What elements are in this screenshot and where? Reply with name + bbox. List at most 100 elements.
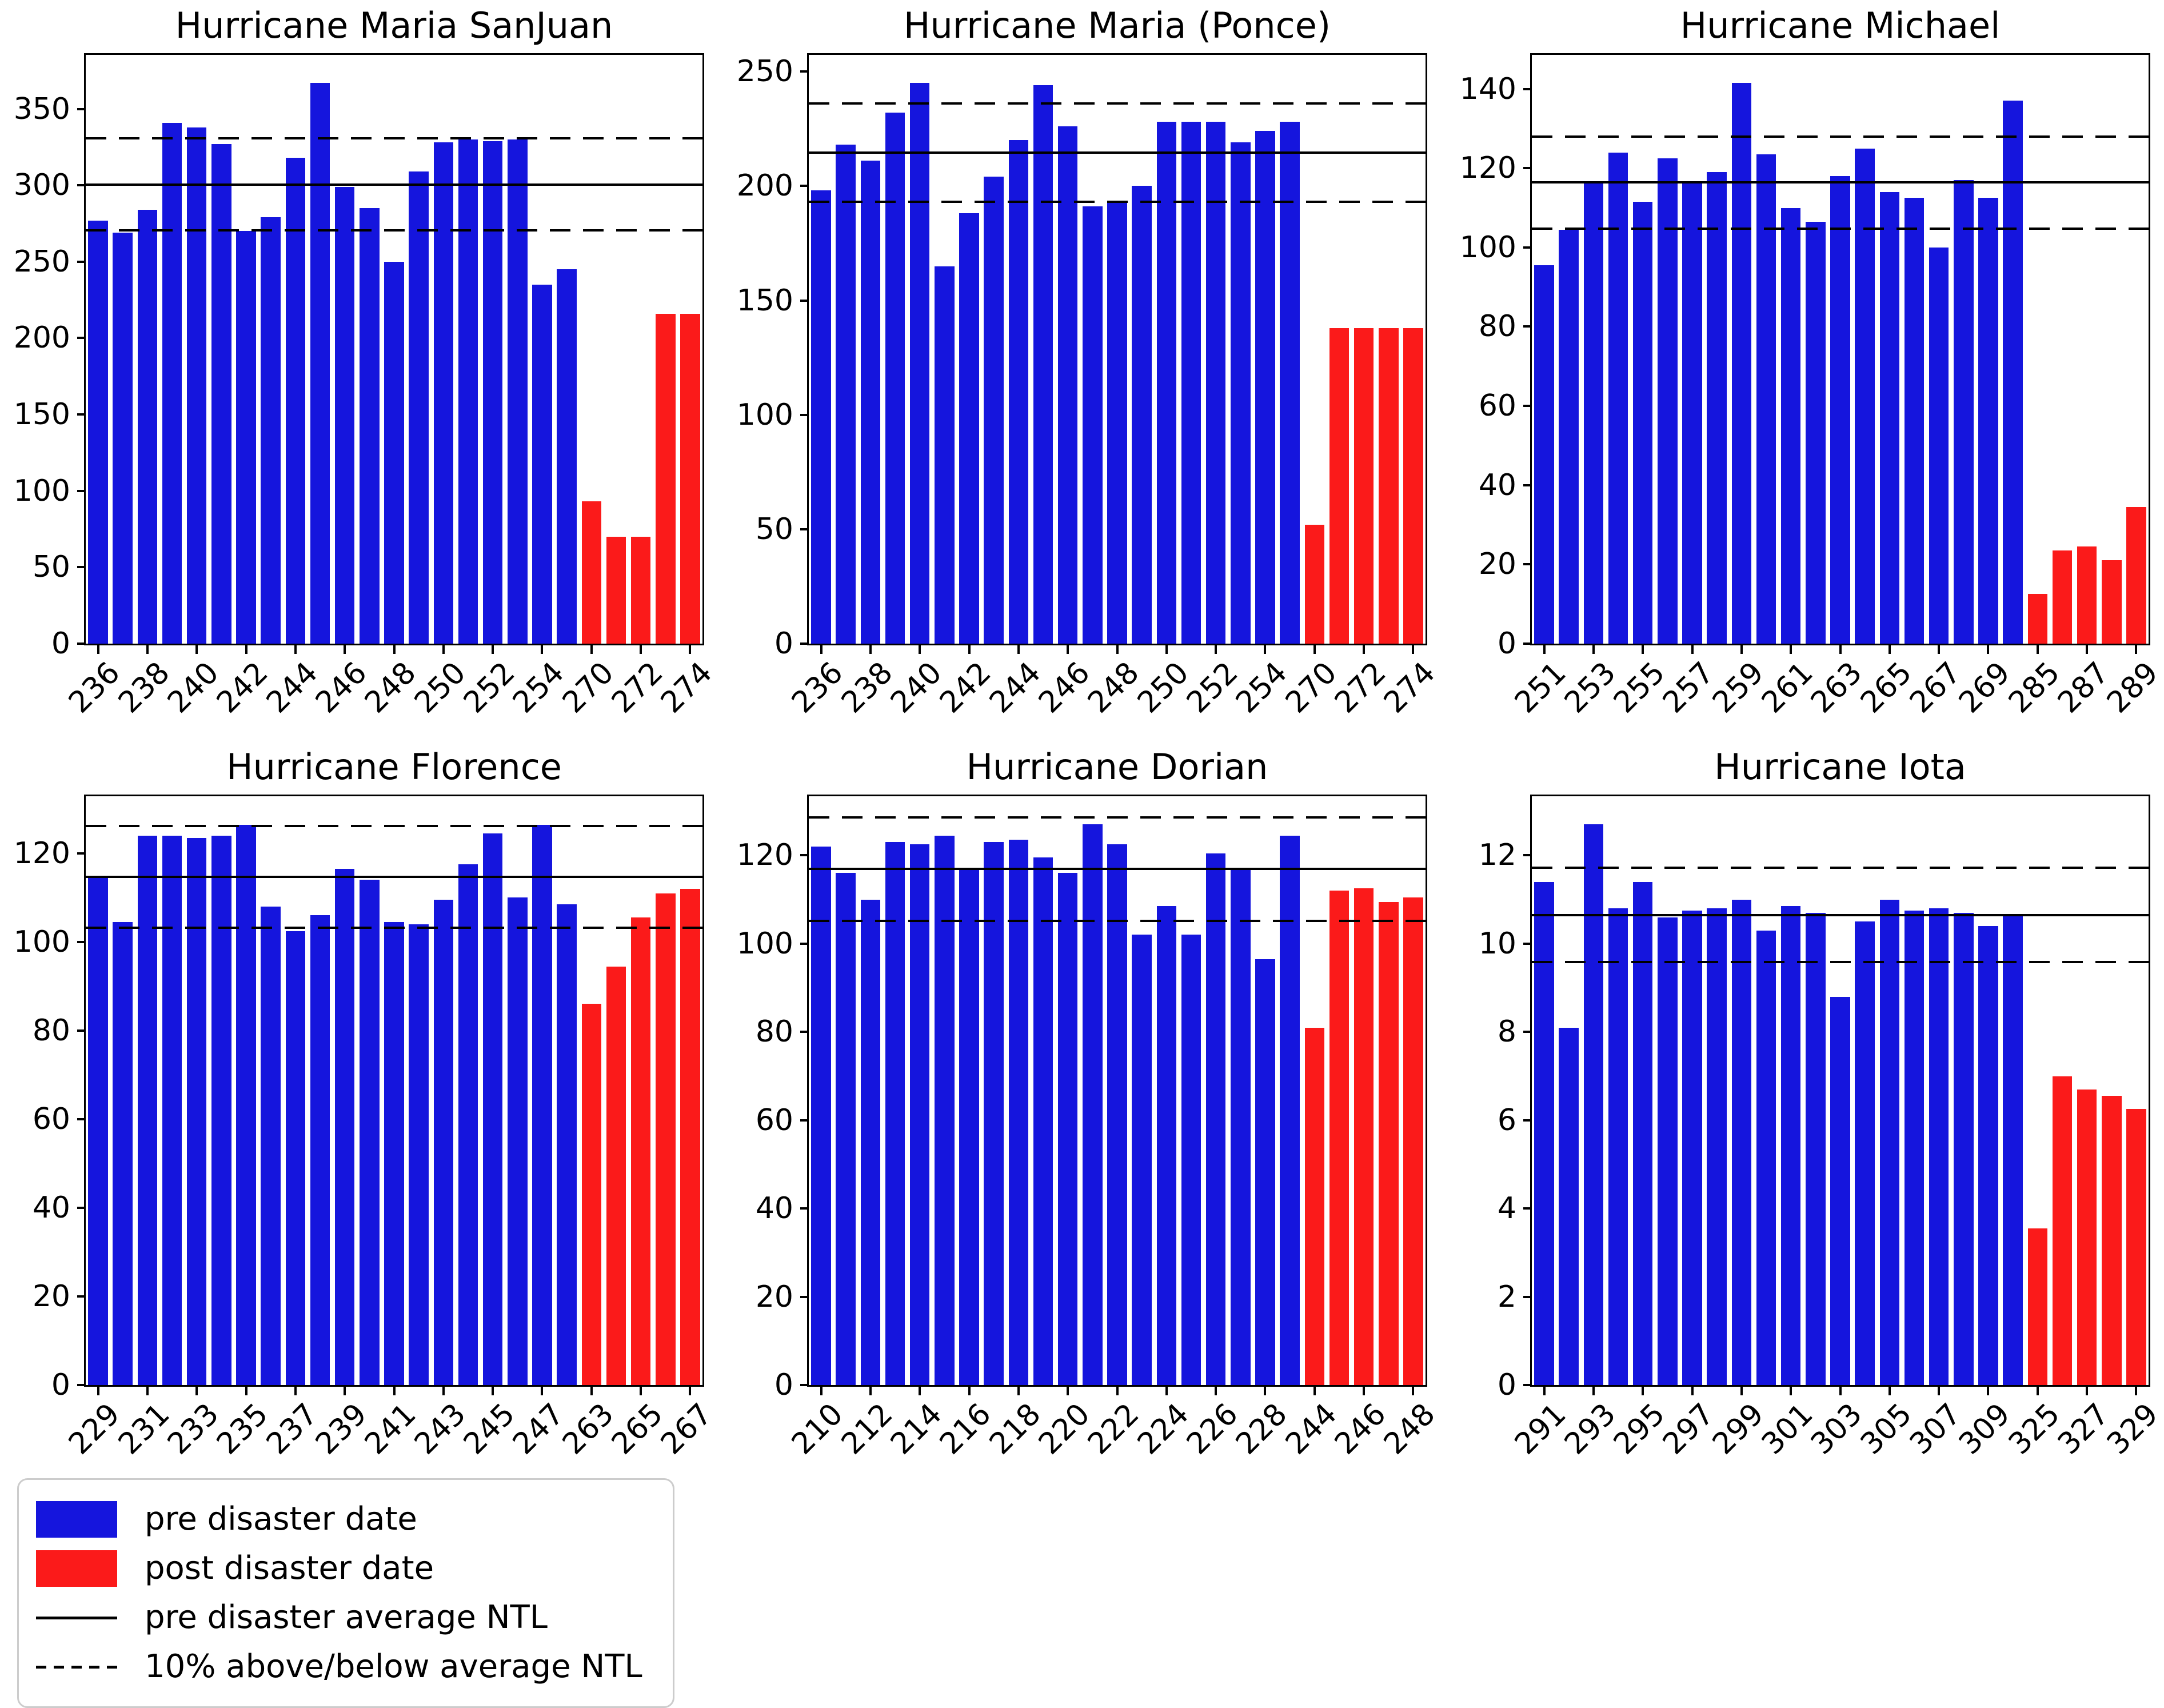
bar-pre [1559,229,1579,644]
bar-pre [1806,912,1826,1385]
bar-pre [935,266,955,644]
bar-post [2052,1076,2073,1385]
x-tick [541,1387,544,1395]
x-tick [1938,645,1941,654]
avg-line [809,151,1426,154]
legend-item-post: post disaster date [36,1544,656,1593]
y-tick [1523,246,1531,249]
y-tick-label: 200 [13,321,70,356]
x-tick-label: 293 [1558,1396,1623,1462]
bar-pre [1954,912,1974,1385]
bar-pre [360,208,380,644]
x-tick-label: 295 [1607,1396,1672,1462]
y-tick [1523,484,1531,486]
x-tick [492,1387,494,1395]
bar-pre [1879,899,1900,1385]
y-tick-label: 80 [1478,309,1516,344]
x-tick [640,1387,642,1395]
bar-pre [959,213,979,644]
x-tick-label: 267 [1903,655,1968,720]
chart-panel-maria-sanjuan: Hurricane Maria SanJuan 0 50 100 150 200 250 3… [4,2,719,831]
y-tick-label: 100 [13,924,70,959]
x-tick-label: 228 [1229,1396,1294,1462]
x-tick-label: 245 [457,1396,522,1462]
y-tick-label: 60 [32,1102,70,1136]
bar-pre [458,864,478,1385]
y-tick [1523,1295,1531,1298]
x-tick [1691,645,1694,654]
x-tick [1740,1387,1743,1395]
x-tick-label: 297 [1656,1396,1721,1462]
y-tick [1523,1207,1531,1210]
x-tick-label: 248 [358,655,423,720]
y-tick-label: 40 [755,1191,793,1226]
y-tick-label: 50 [755,512,793,546]
x-tick-label: 265 [1854,655,1919,720]
bar-pre [860,899,881,1385]
y-tick-label: 20 [32,1279,70,1314]
y-tick-label: 60 [1478,389,1516,424]
bar-pre [984,177,1004,644]
bar-pre [1255,959,1275,1385]
y-tick-label: 60 [755,1103,793,1138]
bar-pre [186,837,207,1385]
x-tick [1264,645,1267,654]
bar-pre [532,824,552,1385]
bar-pre [113,233,133,644]
bar-post [1354,888,1374,1385]
bar-pre [1057,873,1078,1385]
x-tick-label: 243 [408,1396,473,1462]
bar-post [680,313,700,644]
bar-pre [137,835,158,1385]
bar-pre [1181,122,1201,644]
x-tick [1740,645,1743,654]
x-tick [1888,1387,1891,1395]
x-tick-label: 301 [1755,1396,1820,1462]
y-tick-label: 0 [1497,626,1516,661]
x-tick [2135,645,2138,654]
x-tick [294,1387,297,1395]
x-tick-label: 231 [111,1396,177,1462]
x-tick-label: 229 [62,1396,127,1462]
x-tick [393,645,396,654]
bar-pre [1559,1027,1579,1385]
y-tick [77,852,85,855]
bar-pre [959,868,979,1385]
x-tick [1067,1387,1069,1395]
y-tick [77,940,85,943]
y-tick [77,489,85,492]
bar-pre [1879,191,1900,644]
y-tick [800,643,808,645]
y-tick-label: 6 [1497,1103,1516,1138]
y-tick [1523,87,1531,90]
y-tick [1523,1119,1531,1122]
x-tick-label: 265 [605,1396,670,1462]
bar-pre [1682,910,1702,1385]
avg-lower-line [809,201,1426,203]
chart-panel-michael: Hurricane Michael 0 20 40 60 80 100 120 140 251 2… [1450,2,2164,831]
bar-pre [1608,152,1628,644]
avg-lower-line [86,229,702,232]
bar-pre [261,217,281,644]
legend-label: post disaster date [145,1550,434,1587]
bar-pre [836,873,856,1385]
x-tick [820,645,823,654]
y-tick [1523,942,1531,945]
y-tick-label: 2 [1497,1279,1516,1314]
bar-pre [1756,930,1776,1385]
bar-pre [334,186,355,644]
x-tick-label: 251 [1508,655,1573,720]
bar-pre [88,875,108,1385]
bar-post [2027,594,2048,644]
chart-panel-maria-ponce: Hurricane Maria (Ponce) 0 50 100 150 200 250 2… [727,2,1442,831]
avg-lower-line [86,927,702,929]
x-tick [1888,645,1891,654]
bar-pre [1583,824,1604,1385]
x-tick-label: 325 [2002,1396,2067,1462]
bar-pre [1978,926,1998,1385]
y-tick-label: 0 [51,626,70,661]
x-tick [1017,645,1020,654]
bar-pre [1929,247,1949,644]
y-tick-label: 250 [736,54,793,89]
x-tick-label: 254 [506,655,571,720]
